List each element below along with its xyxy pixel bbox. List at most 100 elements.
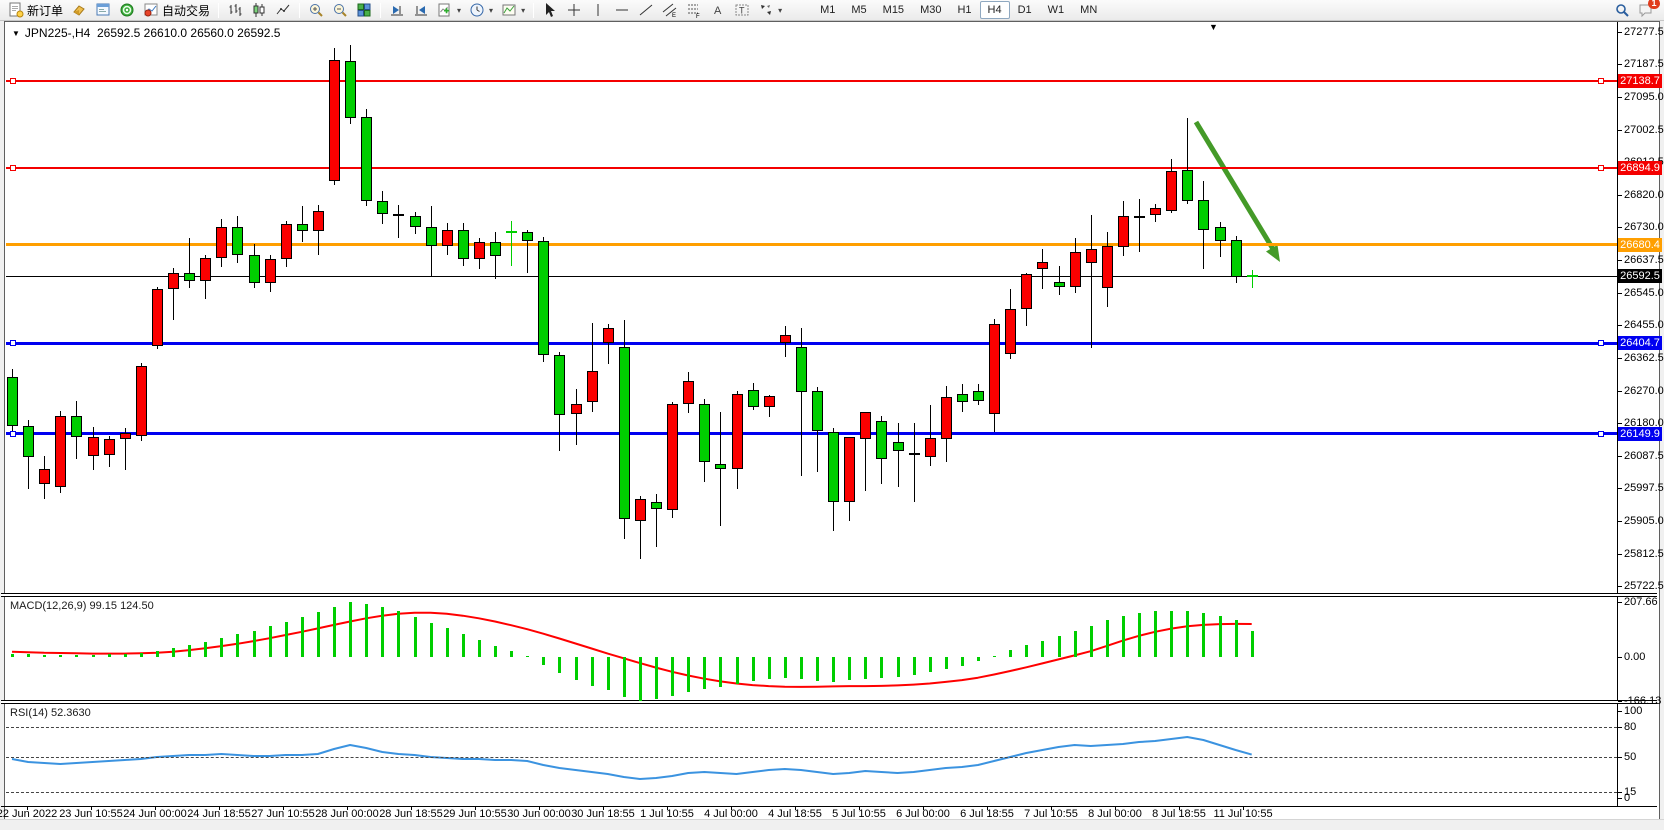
history-icon <box>71 2 87 18</box>
tile-windows-button[interactable] <box>352 1 376 20</box>
candle-body <box>393 213 405 217</box>
candle-body <box>200 258 212 281</box>
timeframe-m30[interactable]: M30 <box>920 4 942 16</box>
macd-histogram-bar <box>1041 640 1045 657</box>
hline-handle[interactable] <box>10 340 16 347</box>
arrows-button[interactable]: ▾ <box>754 1 786 20</box>
price-hline[interactable] <box>6 432 1617 436</box>
hline-handle[interactable] <box>10 78 16 85</box>
trend-arrow-head[interactable] <box>1266 244 1280 262</box>
candle-wick <box>1090 215 1092 349</box>
history-button[interactable] <box>67 1 91 20</box>
timeframe-h1[interactable]: H1 <box>957 4 972 16</box>
macd-values: 99.15 124.50 <box>89 600 154 612</box>
bar-chart-button[interactable] <box>223 1 247 20</box>
time-label: 24 Jun 00:00 <box>123 808 187 820</box>
new-order-button[interactable]: 新订单 <box>4 1 67 20</box>
candle-wick <box>398 205 400 238</box>
macd-tick-label: -166.13 <box>1624 695 1662 708</box>
trendline-button[interactable] <box>634 1 658 20</box>
shift-end-button[interactable] <box>385 1 409 20</box>
macd-histogram-bar <box>1186 611 1190 657</box>
timeframe-w1[interactable]: W1 <box>1047 4 1065 16</box>
macd-histogram-bar <box>1218 615 1222 657</box>
hline-handle[interactable] <box>10 430 16 437</box>
label-button[interactable]: T <box>730 1 754 20</box>
rsi-tick <box>1618 757 1622 758</box>
price-tick-label: 26270.0 <box>1624 385 1664 398</box>
vertical-line-icon <box>590 2 606 18</box>
crosshair-button[interactable] <box>562 1 586 20</box>
line-chart-button[interactable] <box>271 1 295 20</box>
timeframe-h4[interactable]: H4 <box>979 1 1010 19</box>
macd-histogram-bar <box>1073 630 1077 657</box>
candle-body <box>457 229 469 260</box>
price-hline[interactable] <box>6 80 1617 83</box>
price-hline[interactable] <box>6 167 1617 170</box>
price-tick-label: 25905.0 <box>1624 515 1664 528</box>
cursor-button[interactable] <box>538 1 562 20</box>
candlestick-button[interactable] <box>247 1 271 20</box>
market-watch-button[interactable] <box>91 1 115 20</box>
macd-histogram-bar <box>687 657 691 692</box>
time-label: 4 Jul 18:55 <box>768 808 822 820</box>
auto-trading-button[interactable]: 自动交易 <box>139 1 214 20</box>
macd-histogram-bar <box>365 604 369 657</box>
horizontal-line-button[interactable] <box>610 1 634 20</box>
macd-panel-separator[interactable] <box>1 593 1657 597</box>
auto-scroll-button[interactable] <box>409 1 433 20</box>
market-watch-icon <box>95 2 111 18</box>
macd-tick-label: 207.66 <box>1624 595 1658 608</box>
rsi-panel-separator[interactable] <box>1 700 1657 704</box>
zoom-out-icon <box>332 2 348 18</box>
comment-icon[interactable]: 1 <box>1638 0 1660 18</box>
macd-histogram-bar <box>1025 644 1029 657</box>
price-hline[interactable] <box>6 243 1617 247</box>
vertical-line-button[interactable] <box>586 1 610 20</box>
svg-text:E: E <box>672 13 676 18</box>
price-tick-label: 25722.5 <box>1624 580 1664 593</box>
macd-histogram-bar <box>1057 635 1061 657</box>
macd-histogram-bar <box>188 644 192 657</box>
text-button[interactable]: A <box>706 1 730 20</box>
hline-handle[interactable] <box>1598 165 1604 172</box>
hline-handle[interactable] <box>10 165 16 172</box>
hline-handle[interactable] <box>1598 78 1604 85</box>
price-hline[interactable] <box>6 275 1617 277</box>
hline-handle[interactable] <box>1598 430 1604 437</box>
macd-histogram-bar <box>799 657 803 680</box>
candle-body <box>1198 199 1210 230</box>
price-hline[interactable] <box>6 341 1617 345</box>
macd-histogram-bar <box>333 606 336 657</box>
zoom-in-button[interactable] <box>304 1 328 20</box>
timeframe-m5[interactable]: M5 <box>851 4 867 16</box>
template-button[interactable]: ▾ <box>497 1 529 20</box>
fibonacci-button[interactable]: F <box>682 1 706 20</box>
chart-dropdown-icon[interactable]: ▼ <box>12 29 20 38</box>
macd-histogram-bar <box>300 617 304 657</box>
search-icon[interactable] <box>1614 2 1630 18</box>
navigator-button[interactable] <box>115 1 139 20</box>
period-button[interactable]: ▾ <box>465 1 497 20</box>
candle-body <box>296 224 308 232</box>
timeframe-m15[interactable]: M15 <box>882 4 905 16</box>
candle-body <box>747 389 759 408</box>
timeframe-mn[interactable]: MN <box>1080 4 1098 16</box>
timeframe-m1[interactable]: M1 <box>820 4 836 16</box>
hline-handle[interactable] <box>1598 340 1604 347</box>
channel-button[interactable]: E <box>658 1 682 20</box>
candle-wick <box>1187 118 1189 204</box>
candle-body <box>924 438 936 457</box>
fibonacci-icon: F <box>686 2 702 18</box>
time-tick <box>283 806 284 810</box>
price-tick <box>1618 554 1622 556</box>
macd-histogram-bar <box>977 657 980 662</box>
time-label: 28 Jun 00:00 <box>315 808 379 820</box>
candle-body <box>554 355 566 415</box>
time-tick <box>27 806 28 810</box>
timeframe-d1[interactable]: D1 <box>1017 4 1032 16</box>
time-tick <box>923 806 924 810</box>
zoom-out-button[interactable] <box>328 1 352 20</box>
trend-arrow-annotation[interactable] <box>1193 120 1276 251</box>
new-chart-button[interactable]: ▾ <box>433 1 465 20</box>
